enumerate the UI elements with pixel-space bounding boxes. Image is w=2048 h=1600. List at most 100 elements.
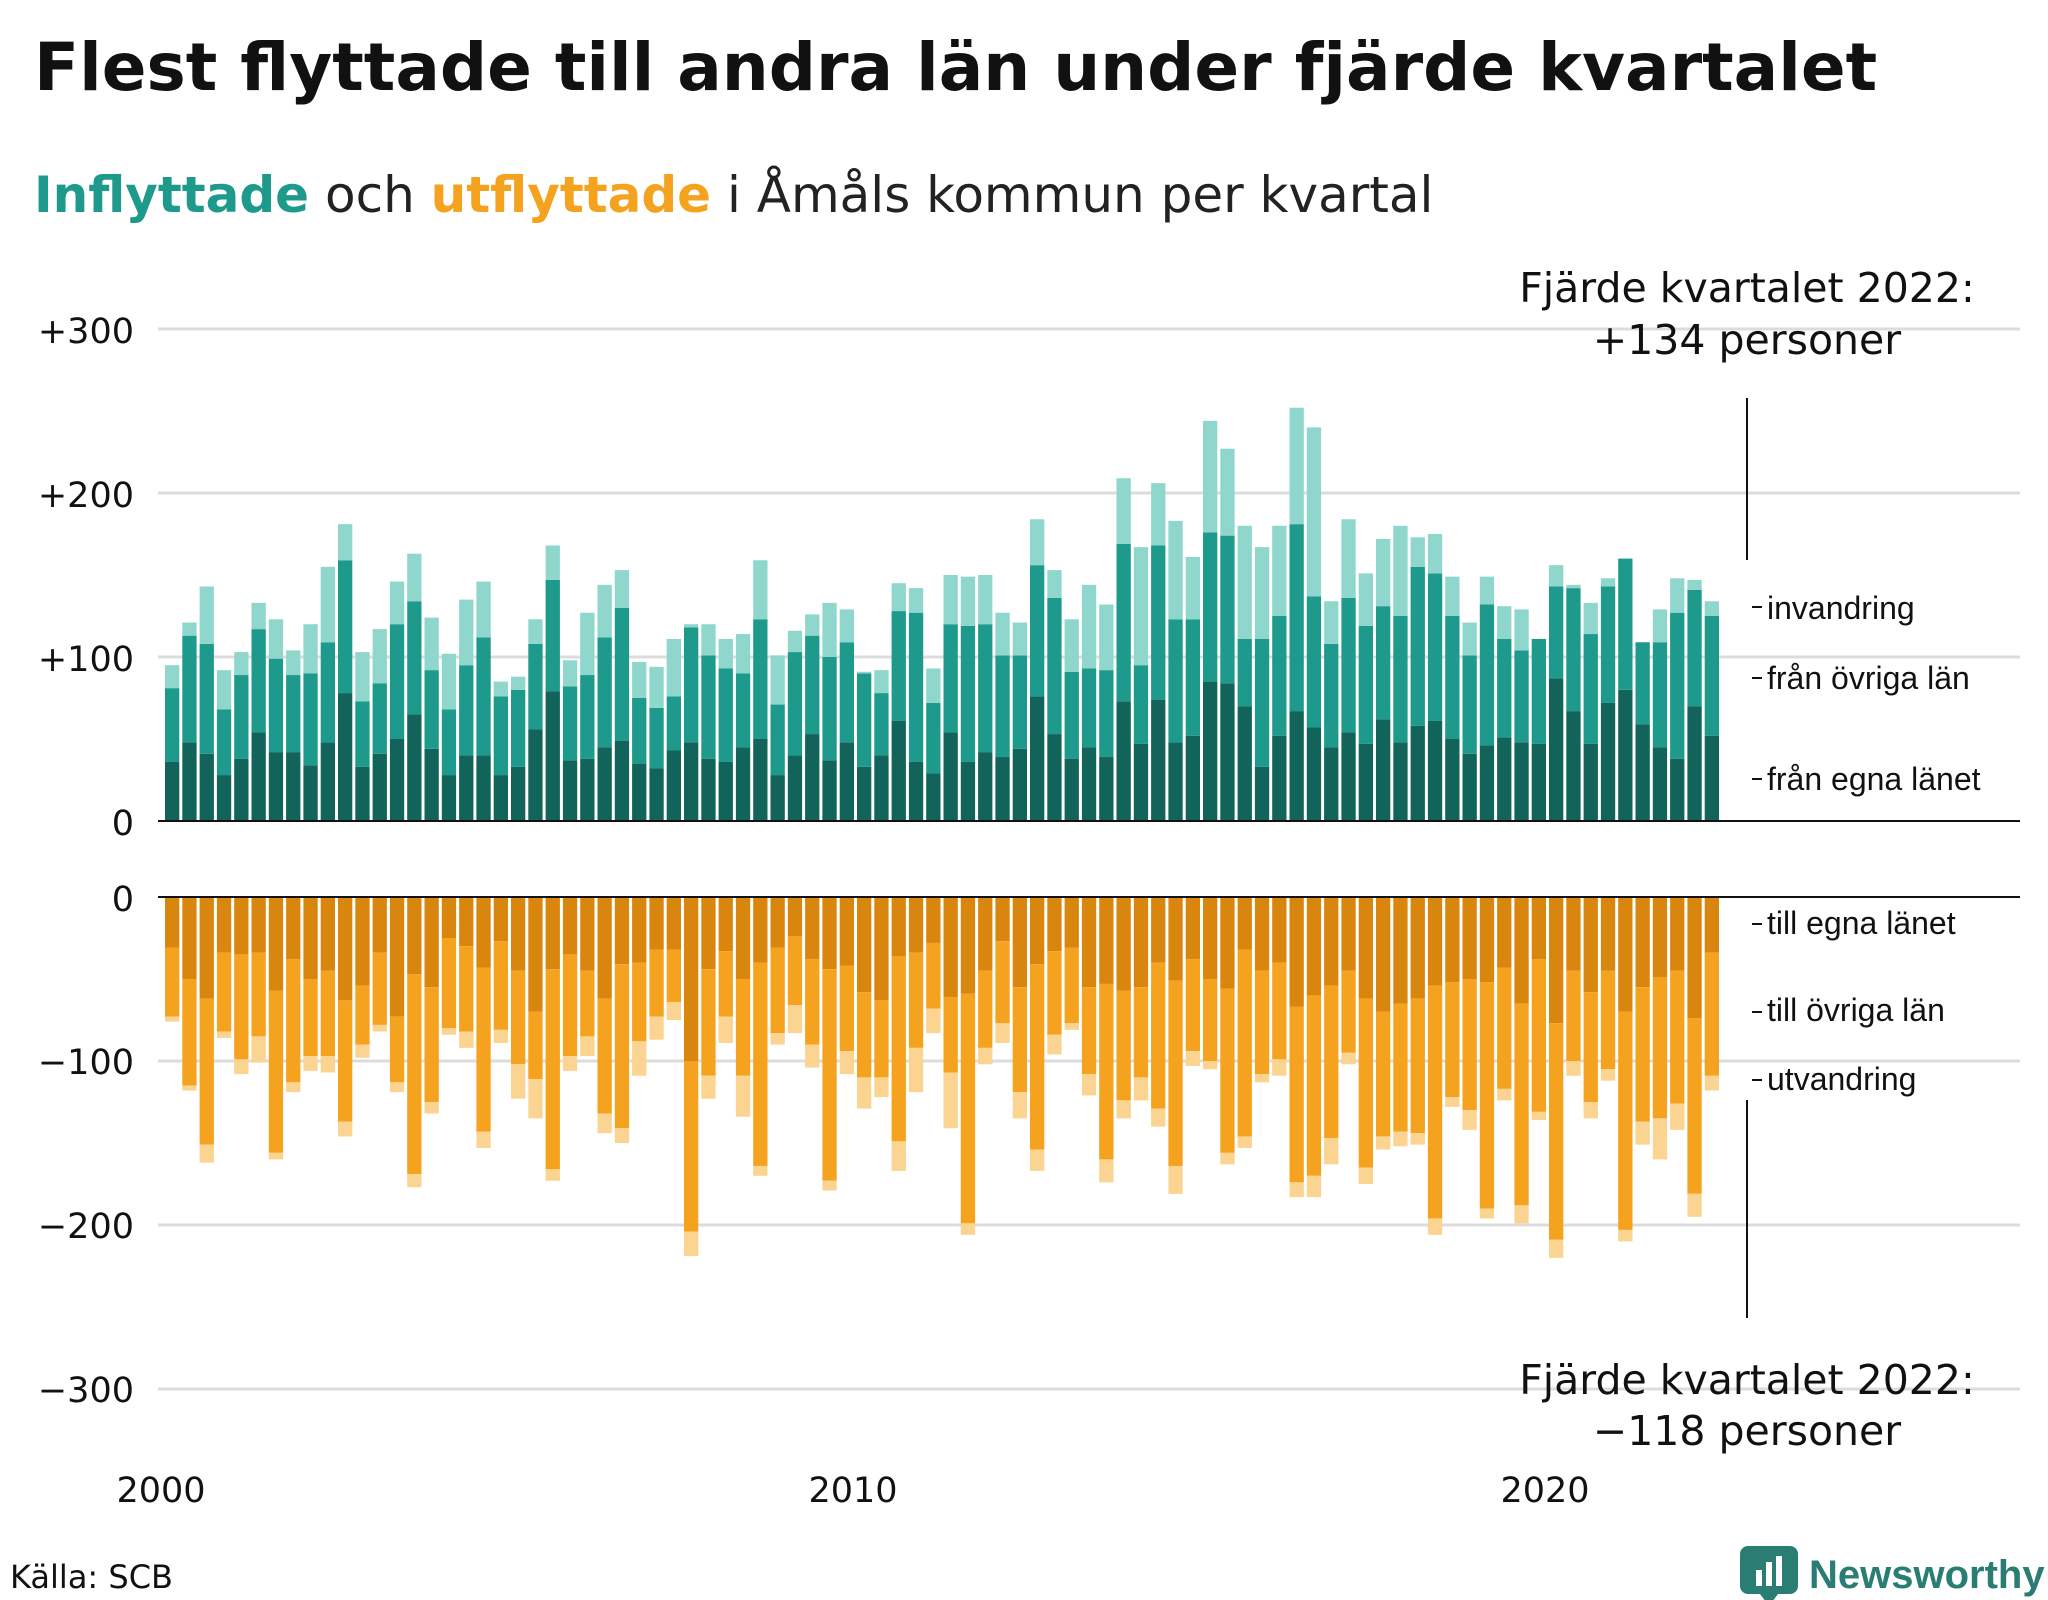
bar-in-immigration [1566, 584, 1581, 589]
bar-in-own-county [165, 761, 180, 821]
bar-out-own-county [199, 897, 214, 999]
bar-out-emigration [943, 1072, 958, 1129]
bar-out-own-county [1064, 897, 1079, 948]
bar-out-emigration [1306, 1175, 1322, 1198]
bar-out-emigration [632, 1041, 647, 1076]
bar-in-other-county [614, 607, 630, 741]
bar-out-other-county [805, 959, 820, 1045]
bar-in-own-county [718, 761, 733, 821]
bar-in-other-county [684, 627, 699, 743]
bar-in-own-county [614, 740, 630, 821]
bar-out-emigration [286, 1082, 301, 1093]
bar-out-other-county [787, 936, 803, 1006]
bar-out-other-county [165, 947, 180, 1017]
bar-out-own-county [995, 897, 1010, 942]
bar-in-immigration [424, 617, 439, 671]
bar-out-own-county [562, 897, 578, 955]
bar-in-own-county [1652, 747, 1668, 821]
bar-out-emigration [355, 1044, 370, 1058]
bar-in-immigration [943, 575, 958, 625]
bar-out-own-county [1670, 897, 1685, 971]
bar-in-own-county [1497, 737, 1512, 821]
bar-in-immigration [1151, 483, 1166, 546]
y-tick-bottom-0: 0 [112, 880, 134, 920]
bar-in-own-county [787, 755, 803, 821]
bar-in-immigration [926, 668, 941, 703]
bar-in-own-county [1670, 758, 1685, 821]
bar-out-own-county [1030, 897, 1045, 965]
bar-in-own-county [1151, 699, 1166, 821]
bar-in-own-county [338, 693, 353, 821]
bar-out-emigration [476, 1131, 491, 1148]
bar-in-immigration [1652, 609, 1668, 643]
bar-out-other-county [1254, 970, 1270, 1075]
bar-in-other-county [424, 670, 439, 749]
bar-out-other-county [978, 970, 993, 1048]
bar-in-own-county [735, 747, 751, 821]
bar-out-emigration [459, 1031, 474, 1048]
bar-out-own-county [1012, 897, 1027, 988]
bar-out-own-county [1081, 897, 1097, 988]
bar-in-own-county [1254, 766, 1270, 821]
bar-in-own-county [1600, 702, 1616, 821]
bar-in-other-county [874, 693, 889, 756]
bar-out-emigration [182, 1085, 197, 1091]
bar-out-emigration [822, 1180, 837, 1191]
bar-out-own-county [528, 897, 543, 1012]
bar-out-own-county [891, 897, 906, 957]
legend-till-egna-lanet: till egna länet [1767, 905, 1956, 941]
bar-out-own-county [1133, 897, 1149, 988]
bar-in-other-county [822, 657, 837, 761]
bar-out-own-county [1047, 897, 1062, 952]
bar-in-immigration [545, 545, 560, 580]
bar-in-immigration [1237, 525, 1252, 639]
bar-in-immigration [1064, 619, 1079, 672]
bar-out-own-county [735, 897, 751, 979]
bar-in-immigration [1358, 573, 1373, 626]
bar-out-own-county [268, 897, 284, 991]
bar-out-emigration [511, 1064, 526, 1099]
bar-in-immigration [1497, 606, 1512, 639]
bar-out-emigration [1445, 1097, 1460, 1107]
bar-in-own-county [1272, 735, 1287, 821]
bar-out-other-county [1081, 987, 1097, 1075]
bar-in-immigration [338, 524, 353, 561]
bar-in-other-county [303, 673, 318, 766]
bar-out-other-county [1462, 979, 1477, 1111]
bar-in-immigration [580, 612, 595, 676]
bar-in-other-county [1151, 545, 1166, 700]
bar-out-emigration [1566, 1061, 1581, 1076]
bar-in-other-county [943, 624, 958, 733]
bar-out-other-county [1358, 998, 1373, 1168]
bar-in-other-county [649, 707, 664, 769]
bar-in-other-county [960, 625, 976, 762]
chart-subtitle: Inflyttade och utflyttade i Åmåls kommun… [34, 166, 1433, 224]
bar-in-immigration [805, 614, 820, 636]
bar-out-own-county [908, 897, 924, 953]
bar-in-own-county [701, 758, 716, 821]
bar-in-other-county [1410, 566, 1425, 726]
bar-out-emigration [718, 1016, 733, 1043]
bar-out-emigration [1030, 1149, 1045, 1171]
bar-out-own-county [597, 897, 612, 999]
legend-utvandring: utvandring [1767, 1061, 1916, 1097]
bar-in-other-county [528, 643, 543, 730]
bar-out-emigration [1549, 1239, 1564, 1258]
bar-in-own-county [1237, 706, 1252, 821]
bar-in-own-county [441, 775, 457, 821]
bar-out-other-county [1099, 983, 1114, 1160]
bar-in-other-county [1549, 586, 1564, 679]
bar-in-own-county [891, 720, 906, 821]
bar-out-other-county [1531, 959, 1546, 1112]
bar-out-other-county [372, 952, 387, 1025]
bar-in-other-county [1030, 565, 1045, 697]
bar-out-own-county [511, 897, 526, 971]
bar-in-immigration [1306, 427, 1322, 597]
bar-out-other-county [735, 979, 751, 1076]
bar-in-other-county [372, 683, 387, 754]
bar-out-emigration [1116, 1100, 1131, 1119]
bar-out-own-county [1151, 897, 1166, 963]
bar-out-other-county [182, 979, 197, 1086]
bar-in-immigration [1012, 622, 1027, 656]
bar-in-immigration [1462, 622, 1477, 656]
